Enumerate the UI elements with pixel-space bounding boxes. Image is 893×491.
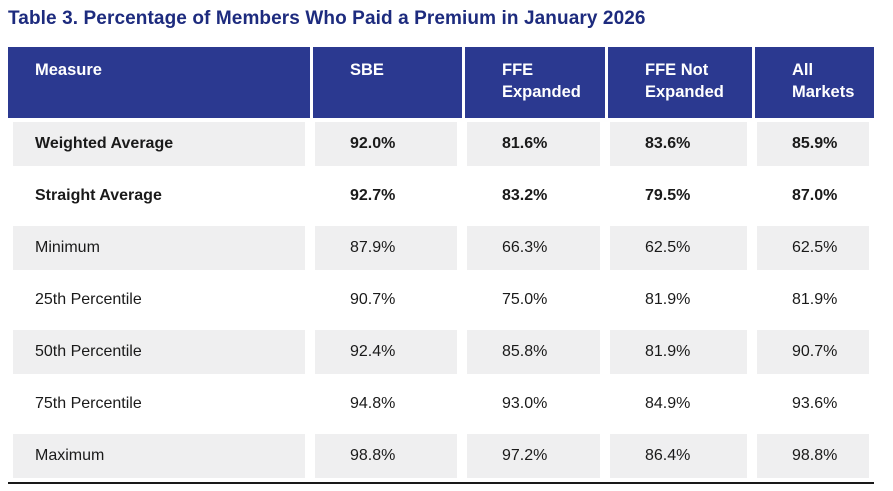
value-cell-sbe: 90.7% <box>310 274 462 326</box>
table-row: Maximum 98.8% 97.2% 86.4% 98.8% <box>8 430 874 482</box>
value-cell-all-markets: 87.0% <box>752 170 874 222</box>
value-cell-ffe-not-expanded: 62.5% <box>605 222 752 274</box>
value-cell-all-markets: 93.6% <box>752 378 874 430</box>
premium-table: Measure SBE FFE Expanded FFE Not Expande… <box>8 47 874 484</box>
value-cell-all-markets: 62.5% <box>752 222 874 274</box>
value-cell-sbe: 94.8% <box>310 378 462 430</box>
measure-cell: 75th Percentile <box>8 378 310 430</box>
value-cell-all-markets: 98.8% <box>752 430 874 482</box>
value-cell-sbe: 87.9% <box>310 222 462 274</box>
value-cell-ffe-not-expanded: 86.4% <box>605 430 752 482</box>
table-row: 50th Percentile 92.4% 85.8% 81.9% 90.7% <box>8 326 874 378</box>
value-cell-ffe-expanded: 83.2% <box>462 170 605 222</box>
measure-cell: 25th Percentile <box>8 274 310 326</box>
column-header-all-markets: All Markets <box>752 47 874 118</box>
table-body: Weighted Average 92.0% 81.6% 83.6% 85.9%… <box>8 118 874 482</box>
value-cell-ffe-not-expanded: 81.9% <box>605 274 752 326</box>
column-header-ffe-expanded: FFE Expanded <box>462 47 605 118</box>
value-cell-ffe-expanded: 93.0% <box>462 378 605 430</box>
value-cell-sbe: 92.4% <box>310 326 462 378</box>
value-cell-ffe-not-expanded: 84.9% <box>605 378 752 430</box>
value-cell-ffe-expanded: 66.3% <box>462 222 605 274</box>
column-header-ffe-not-expanded: FFE Not Expanded <box>605 47 752 118</box>
value-cell-sbe: 92.7% <box>310 170 462 222</box>
table-row: Straight Average 92.7% 83.2% 79.5% 87.0% <box>8 170 874 222</box>
measure-cell: Weighted Average <box>8 118 310 170</box>
value-cell-all-markets: 85.9% <box>752 118 874 170</box>
table-row: 75th Percentile 94.8% 93.0% 84.9% 93.6% <box>8 378 874 430</box>
value-cell-ffe-expanded: 85.8% <box>462 326 605 378</box>
header-row: Measure SBE FFE Expanded FFE Not Expande… <box>8 47 874 118</box>
value-cell-ffe-expanded: 81.6% <box>462 118 605 170</box>
value-cell-all-markets: 81.9% <box>752 274 874 326</box>
value-cell-ffe-not-expanded: 83.6% <box>605 118 752 170</box>
table-title: Table 3. Percentage of Members Who Paid … <box>8 8 646 29</box>
column-header-sbe: SBE <box>310 47 462 118</box>
value-cell-ffe-not-expanded: 81.9% <box>605 326 752 378</box>
measure-cell: 50th Percentile <box>8 326 310 378</box>
measure-cell: Maximum <box>8 430 310 482</box>
value-cell-ffe-expanded: 97.2% <box>462 430 605 482</box>
measure-cell: Straight Average <box>8 170 310 222</box>
table-row: Weighted Average 92.0% 81.6% 83.6% 85.9% <box>8 118 874 170</box>
value-cell-all-markets: 90.7% <box>752 326 874 378</box>
column-header-measure: Measure <box>8 47 310 118</box>
value-cell-sbe: 92.0% <box>310 118 462 170</box>
value-cell-ffe-not-expanded: 79.5% <box>605 170 752 222</box>
measure-cell: Minimum <box>8 222 310 274</box>
value-cell-sbe: 98.8% <box>310 430 462 482</box>
table-row: Minimum 87.9% 66.3% 62.5% 62.5% <box>8 222 874 274</box>
table-row: 25th Percentile 90.7% 75.0% 81.9% 81.9% <box>8 274 874 326</box>
value-cell-ffe-expanded: 75.0% <box>462 274 605 326</box>
